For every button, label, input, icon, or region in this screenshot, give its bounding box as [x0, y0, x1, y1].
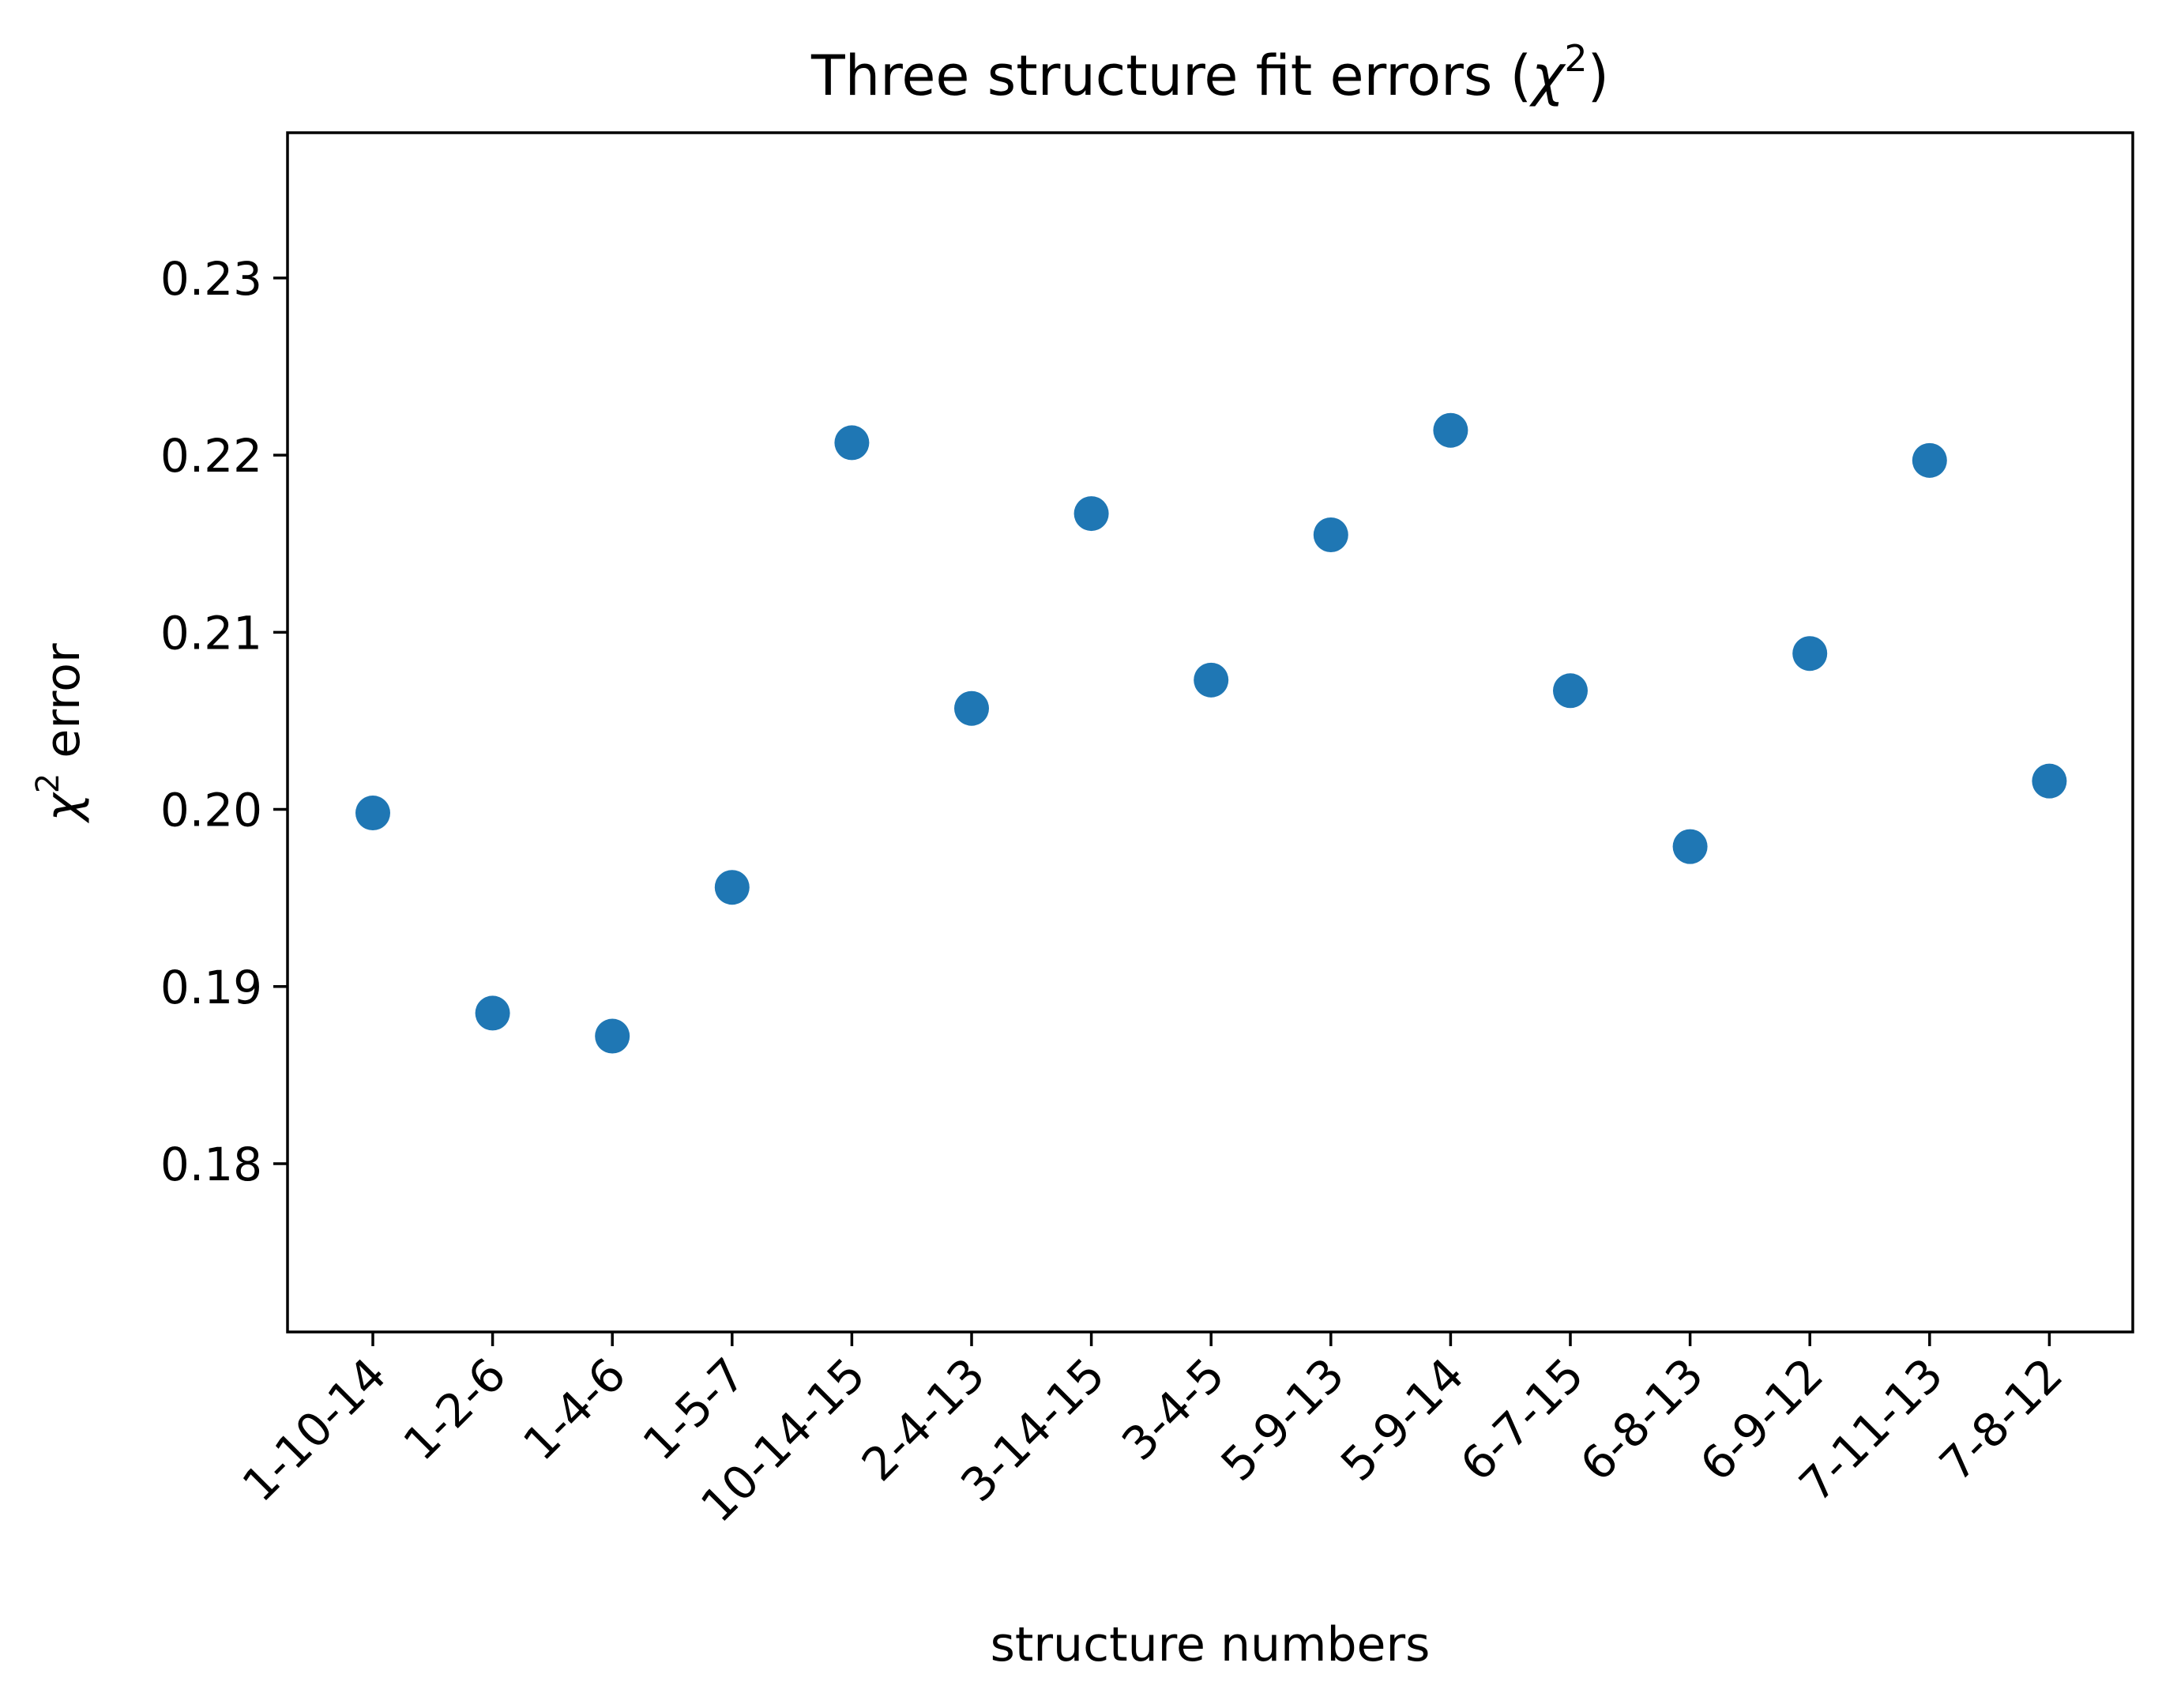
y-tick-label: 0.20: [160, 784, 262, 837]
y-axis-label: χ2 error: [30, 643, 91, 824]
y-tick-label: 0.19: [160, 961, 262, 1014]
data-point-2-4-13: [954, 690, 989, 726]
y-axis-ticks: 0.18 0.19 0.20 0.21 0.22 0.23: [160, 252, 288, 1191]
chart-title: Three structure fit errors (χ2): [810, 37, 1609, 108]
x-axis-label: structure numbers: [991, 1617, 1431, 1672]
data-point-6-7-15: [1553, 673, 1588, 709]
data-points: [355, 412, 2067, 1054]
data-point-6-9-12: [1792, 636, 1828, 672]
y-tick-label: 0.18: [160, 1138, 262, 1191]
data-point-3-4-5: [1194, 662, 1229, 698]
data-point-5-9-13: [1313, 517, 1348, 552]
data-point-1-2-6: [475, 995, 510, 1031]
data-point-6-8-13: [1672, 829, 1708, 864]
data-point-7-11-13: [1912, 442, 1947, 478]
y-tick-label: 0.22: [160, 429, 262, 483]
data-point-7-8-12: [2032, 763, 2067, 799]
data-point-5-9-14: [1433, 412, 1468, 448]
plot-area-frame: [286, 131, 2134, 1334]
data-point-10-14-15: [834, 425, 870, 461]
data-point-1-4-6: [595, 1018, 630, 1054]
y-tick-label: 0.21: [160, 606, 262, 660]
data-point-1-5-7: [714, 870, 750, 905]
data-point-1-10-14: [355, 796, 390, 831]
data-point-3-14-15: [1073, 496, 1109, 532]
y-tick-label: 0.23: [160, 252, 262, 306]
